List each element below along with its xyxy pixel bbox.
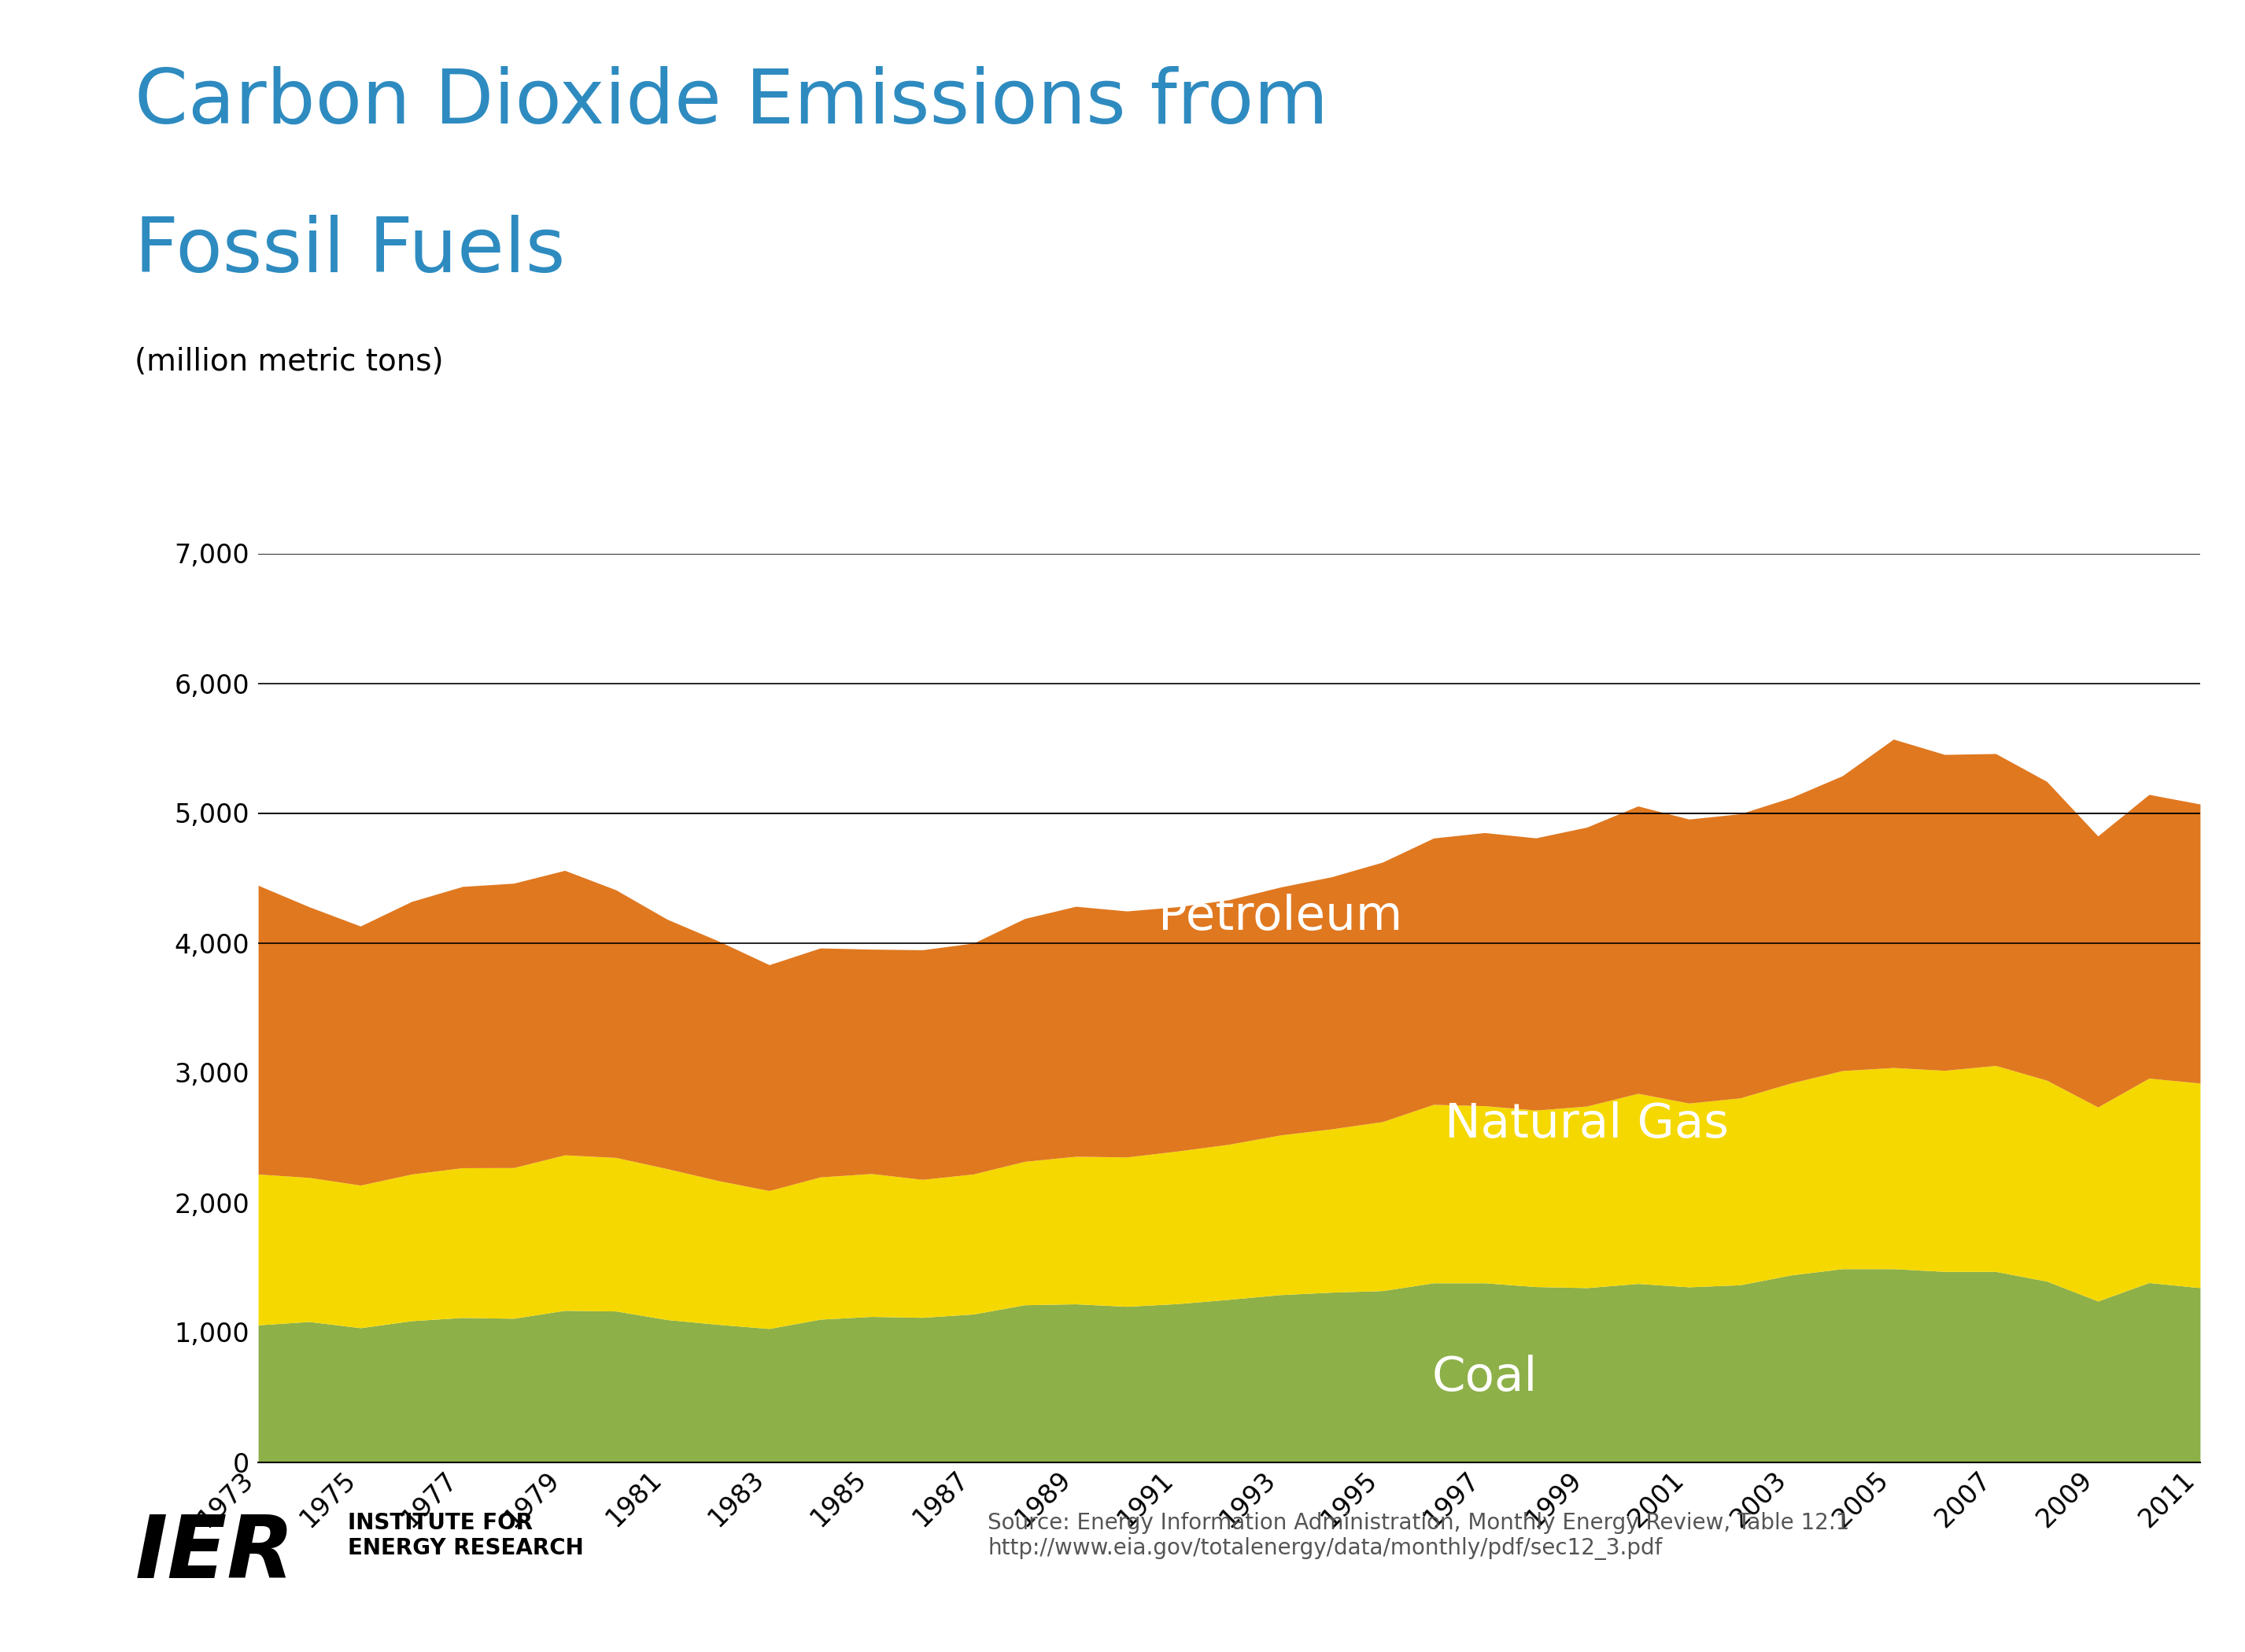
Text: Natural Gas: Natural Gas xyxy=(1446,1102,1729,1148)
Text: Carbon Dioxide Emissions from: Carbon Dioxide Emissions from xyxy=(135,66,1329,139)
Text: Petroleum: Petroleum xyxy=(1158,894,1403,940)
Text: (million metric tons): (million metric tons) xyxy=(135,347,445,377)
Text: IER: IER xyxy=(135,1512,294,1596)
Text: Source: Energy Information Administration, Monthly Energy Review, Table 12.1
htt: Source: Energy Information Administratio… xyxy=(988,1512,1850,1559)
Text: INSTITUTE FOR
ENERGY RESEARCH: INSTITUTE FOR ENERGY RESEARCH xyxy=(348,1512,584,1559)
Text: Coal: Coal xyxy=(1432,1355,1538,1401)
Text: Fossil Fuels: Fossil Fuels xyxy=(135,215,566,287)
